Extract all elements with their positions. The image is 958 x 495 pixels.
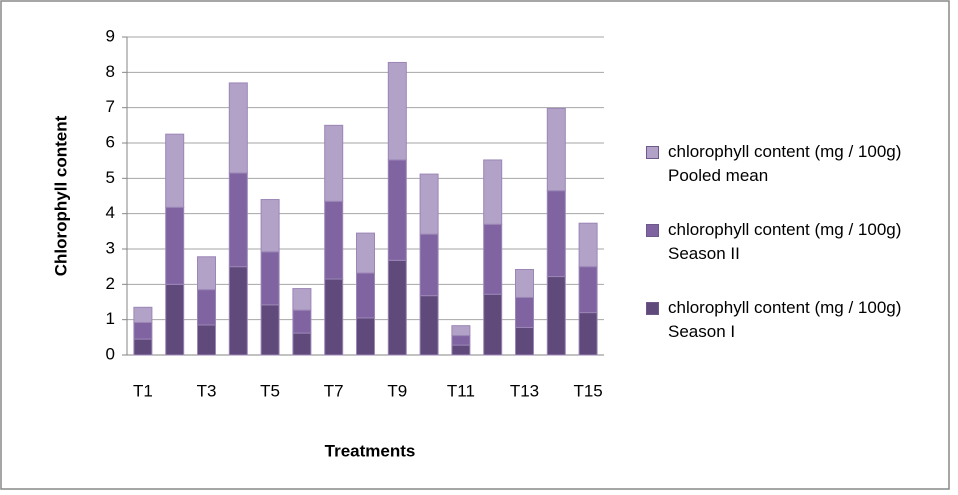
bar-segment — [292, 288, 312, 311]
y-tick-label: 1 — [106, 309, 115, 328]
x-tick-label: T3 — [197, 381, 217, 400]
bar-segment — [260, 304, 280, 356]
bar-segment — [515, 268, 534, 298]
x-tick-label: T9 — [387, 381, 407, 400]
bar-segment — [292, 309, 312, 334]
bar-segment — [165, 283, 185, 356]
bar-segment — [197, 289, 216, 326]
bar-segment — [546, 107, 566, 192]
bar-segment — [165, 206, 185, 285]
bar-segment — [387, 159, 407, 261]
x-tick-label: T5 — [260, 381, 280, 400]
bar-segment — [578, 222, 598, 268]
bar-segment — [260, 251, 280, 306]
y-tick-label: 8 — [106, 62, 115, 81]
bar-segment — [483, 223, 503, 295]
bar-segment — [515, 326, 534, 356]
bar-segment — [356, 232, 375, 274]
bar-segment — [387, 61, 407, 161]
y-tick-label: 3 — [106, 238, 115, 257]
x-axis-label: Treatments — [325, 441, 416, 460]
bar-segment — [133, 338, 153, 356]
y-tick-label: 4 — [106, 203, 115, 222]
legend: chlorophyll content (mg / 100g) Pooled m… — [646, 140, 956, 374]
bar-segment — [578, 312, 598, 356]
legend-label: chlorophyll content (mg / 100g) Pooled m… — [668, 142, 902, 185]
legend-swatch — [646, 146, 659, 159]
bar-segment — [133, 321, 153, 340]
x-tick-label: T13 — [510, 381, 539, 400]
bar-segment — [419, 173, 439, 235]
bar-segment — [324, 124, 344, 202]
y-tick-label: 6 — [106, 132, 115, 151]
legend-label: chlorophyll content (mg / 100g) Season I… — [668, 220, 902, 263]
bar-segment — [228, 82, 248, 174]
bar-segment — [451, 344, 471, 356]
bar-segment — [197, 324, 216, 356]
bar-segment — [165, 133, 185, 208]
bar-segment — [546, 276, 566, 356]
bar-segment — [228, 266, 248, 356]
y-tick-label: 5 — [106, 168, 115, 187]
bar-segment — [356, 272, 375, 319]
legend-label: chlorophyll content (mg / 100g) Season I — [668, 298, 902, 341]
bar-segment — [578, 266, 598, 314]
y-tick-label: 0 — [106, 344, 115, 363]
bar-segment — [483, 293, 503, 356]
bar-segment — [515, 296, 534, 328]
x-tick-label: T11 — [447, 381, 475, 400]
bar-segment — [197, 256, 216, 291]
bar-segment — [292, 332, 312, 356]
legend-entry: chlorophyll content (mg / 100g) Pooled m… — [646, 140, 938, 188]
bar-segment — [228, 172, 248, 268]
legend-swatch — [646, 302, 659, 315]
x-tick-label: T1 — [133, 381, 153, 400]
bar-segment — [419, 295, 439, 356]
bar-segment — [356, 317, 375, 356]
bar-segment — [419, 233, 439, 297]
bar-segment — [387, 259, 407, 356]
bar-segment — [260, 199, 280, 253]
legend-entry: chlorophyll content (mg / 100g) Season I… — [646, 218, 938, 266]
bar-segment — [133, 306, 153, 323]
bar-segment — [451, 335, 471, 346]
legend-swatch — [646, 224, 659, 237]
y-tick-label: 9 — [106, 26, 115, 45]
legend-entry: chlorophyll content (mg / 100g) Season I — [646, 296, 938, 344]
y-tick-label: 7 — [106, 97, 115, 116]
x-tick-label: T15 — [573, 381, 602, 400]
y-tick-label: 2 — [106, 274, 115, 293]
x-tick-label: T7 — [324, 381, 344, 400]
bar-segment — [324, 278, 344, 356]
y-axis-label: Chlorophyll content — [51, 115, 70, 276]
bar-segment — [546, 190, 566, 278]
bar-segment — [451, 325, 471, 337]
bar-segment — [483, 159, 503, 225]
bar-segment — [324, 200, 344, 280]
